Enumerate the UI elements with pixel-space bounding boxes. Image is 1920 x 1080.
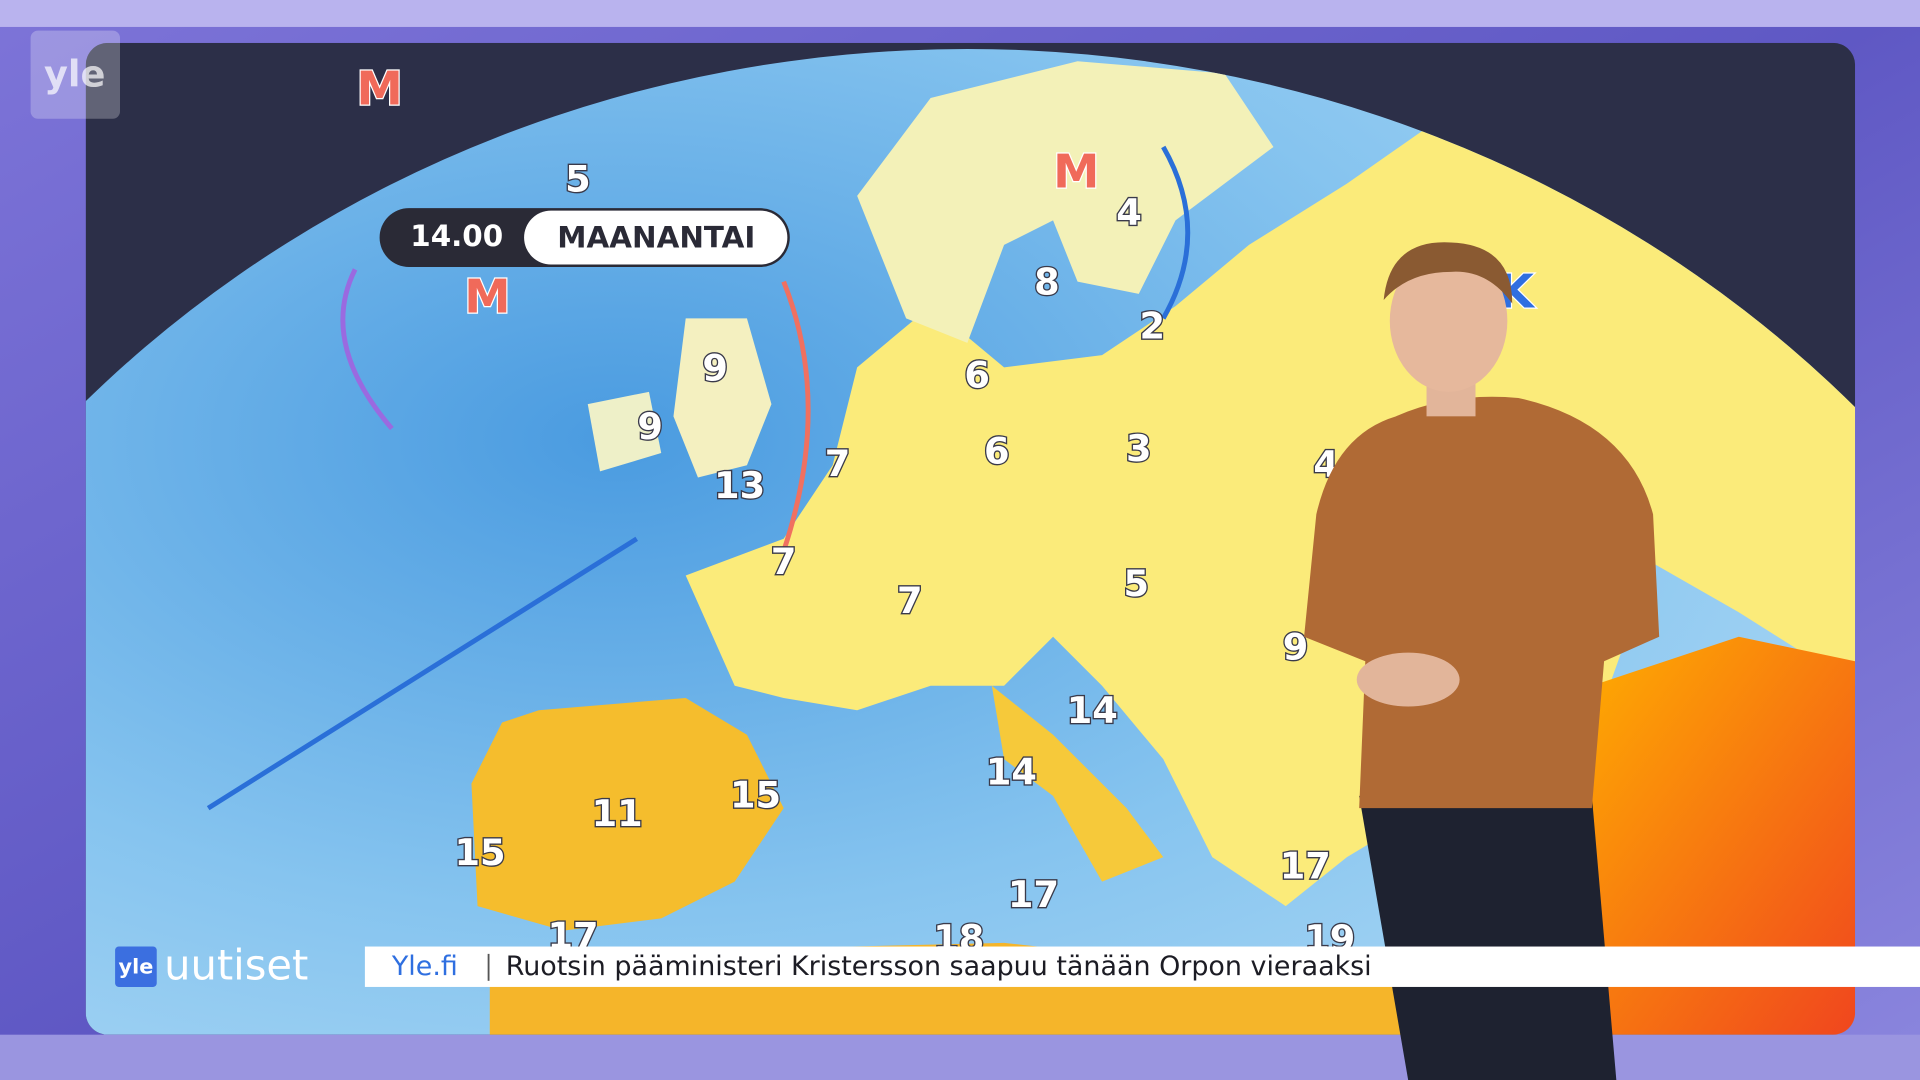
temperature-label: 13: [714, 464, 765, 507]
temperature-label: 11: [592, 792, 643, 835]
temperature-label: 4: [1116, 191, 1142, 234]
ticker-bar: [364, 946, 1920, 987]
logo-box: [30, 30, 121, 119]
land-britain: [673, 318, 772, 478]
news-ticker: yle uutiset Yle.fi Ruotsin pääministeri …: [115, 941, 1920, 990]
presenter: [1304, 242, 1660, 1080]
cold-front: [206, 536, 639, 811]
temperature-label: 7: [771, 540, 797, 583]
temperature-label: 6: [984, 430, 1010, 473]
ticker-brand: yle: [119, 954, 154, 978]
land-ireland: [587, 391, 662, 472]
temperature-label: 9: [1283, 625, 1309, 668]
temperature-label: 5: [1124, 562, 1150, 605]
temperature-label: 15: [454, 831, 505, 874]
ticker-headline: Ruotsin pääministeri Kristersson saapuu …: [506, 951, 1372, 982]
occluded-front: [340, 268, 394, 431]
temperature-label: 6: [964, 354, 990, 397]
ticker-source: Yle.fi: [391, 951, 458, 982]
temperature-label: 5: [565, 158, 591, 201]
temperature-label: 17: [1280, 845, 1331, 888]
studio-top-band: [0, 0, 1920, 27]
land-italy: [991, 685, 1164, 882]
land-iberia: [471, 697, 784, 931]
temperature-label: 14: [1067, 689, 1118, 732]
presenter-head: [1389, 249, 1508, 392]
forecast-day: MAANANTAI: [557, 220, 755, 254]
temperature-label: 2: [1139, 305, 1165, 348]
day-badge: [524, 210, 788, 265]
presenter-hands: [1356, 652, 1460, 707]
presenter-trousers: [1359, 795, 1617, 1080]
ticker-program: uutiset: [164, 941, 308, 990]
temperature-label: 8: [1034, 261, 1060, 304]
temperature-label: 15: [730, 774, 781, 817]
temperature-label: 9: [637, 405, 663, 448]
warm-front: [781, 280, 811, 552]
land-middle-east: [1567, 636, 1856, 1035]
land-scandinavia: [857, 61, 1274, 343]
temperature-label: 17: [1008, 873, 1059, 916]
temperature-label: 7: [825, 442, 851, 485]
channel-logo: yle: [44, 52, 105, 95]
presenter-hair: [1383, 242, 1513, 304]
studio-floor: [0, 1034, 1920, 1080]
temperature-label: 14: [986, 750, 1037, 793]
pressure-center: M: [1053, 145, 1099, 199]
forecast-time: 14.00: [410, 219, 503, 253]
pressure-center: M: [464, 270, 510, 324]
ticker-brand-box: [115, 946, 157, 987]
temperature-label: 9: [702, 346, 728, 389]
temperature-label: 7: [897, 579, 923, 622]
cold-front-north: [1161, 145, 1191, 320]
pressure-center: M: [356, 61, 402, 115]
temperature-label: 3: [1126, 427, 1152, 470]
